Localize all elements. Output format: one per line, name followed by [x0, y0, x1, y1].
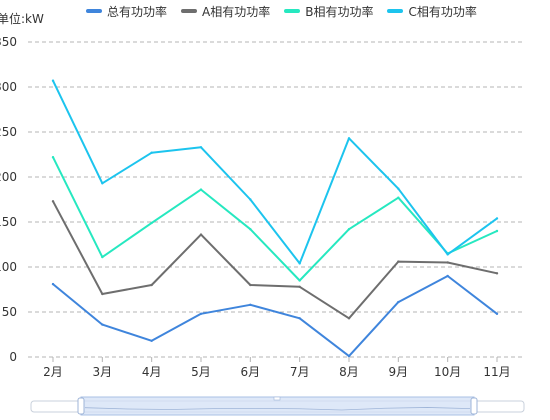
data-point: [101, 323, 104, 326]
y-axis-unit-label: 单位:kW: [0, 12, 44, 26]
data-point: [101, 182, 104, 185]
data-point: [150, 151, 153, 154]
x-tick-label: 9月: [389, 365, 409, 379]
series-line: [52, 275, 498, 358]
legend-label: 总有功功率: [107, 4, 168, 19]
x-tick-label: 6月: [241, 365, 261, 379]
chart-legend[interactable]: 总有功功率 A相有功功率 B相有功功率 C相有功功率: [86, 2, 491, 20]
legend-item[interactable]: 总有功功率: [86, 3, 167, 20]
legend-item[interactable]: B相有功功率: [284, 3, 373, 20]
data-point: [249, 228, 252, 231]
data-point: [347, 228, 351, 231]
grid: 0 50 100 150 200 250 300 350: [0, 35, 524, 364]
data-point: [347, 354, 351, 358]
y-tick-label: 150: [0, 215, 17, 229]
data-point: [249, 283, 252, 287]
y-tick-label: 0: [9, 350, 17, 364]
x-tick-label: 2月: [43, 365, 63, 379]
data-point: [150, 283, 153, 287]
legend-item[interactable]: A相有功功率: [181, 3, 270, 20]
legend-label: A相有功功率: [202, 4, 271, 19]
data-point: [150, 221, 153, 225]
legend-swatch: [284, 9, 301, 13]
data-point: [495, 272, 499, 275]
data-point: [298, 317, 301, 320]
zoom-grip[interactable]: [273, 396, 281, 401]
data-point: [101, 292, 104, 296]
data-point: [446, 274, 449, 278]
series-2: [51, 200, 499, 320]
data-point: [298, 285, 301, 288]
data-point: [199, 188, 203, 191]
x-tick-label: 5月: [191, 365, 211, 379]
legend-swatch: [86, 9, 102, 13]
data-point: [51, 156, 55, 159]
x-tick-label: 11月: [483, 365, 510, 379]
data-point: [495, 217, 499, 220]
data-point: [249, 198, 252, 201]
legend-label: B相有功功率: [305, 4, 374, 19]
x-tick-label: 8月: [339, 365, 359, 379]
data-point: [397, 260, 400, 263]
series-4: [51, 79, 499, 265]
data-point: [150, 339, 153, 342]
x-tick-label: 3月: [93, 365, 113, 379]
data-point: [397, 300, 400, 304]
data-point: [298, 279, 301, 282]
y-tick-label: 250: [0, 125, 17, 139]
data-point: [397, 196, 400, 199]
data-point: [495, 312, 499, 315]
data-point: [298, 262, 301, 265]
y-tick-label: 50: [2, 305, 17, 319]
series-line: [52, 79, 498, 265]
zoom-preview-line: [84, 407, 471, 411]
y-tick-label: 350: [0, 35, 17, 49]
x-tick-label: 10月: [434, 365, 461, 379]
series-1: [51, 274, 499, 358]
data-point: [51, 200, 55, 203]
data-point: [101, 255, 104, 259]
data-point: [446, 253, 449, 256]
x-axis: 2月 3月 4月 5月 6月 7月 8月 9月 10月 11月: [43, 357, 511, 379]
data-point: [249, 303, 252, 306]
zoom-handle-left[interactable]: [77, 397, 85, 415]
legend-label: C相有功功率: [408, 4, 477, 19]
series-line: [52, 156, 498, 282]
data-point: [199, 312, 203, 315]
y-tick-label: 100: [0, 260, 17, 274]
legend-item[interactable]: C相有功功率: [387, 3, 477, 20]
legend-swatch: [181, 9, 198, 13]
x-tick-label: 4月: [142, 365, 162, 379]
data-point: [51, 79, 55, 82]
data-point: [347, 137, 351, 140]
x-tick-label: 7月: [290, 365, 310, 379]
data-point: [397, 187, 400, 190]
data-point: [495, 229, 499, 233]
data-point: [51, 282, 55, 286]
legend-swatch: [387, 9, 404, 13]
data-point: [446, 261, 449, 264]
data-point: [199, 233, 203, 236]
y-tick-label: 300: [0, 80, 17, 94]
data-point: [199, 146, 203, 149]
zoom-handle-right[interactable]: [470, 397, 478, 415]
series-line: [52, 200, 498, 320]
data-zoom-slider[interactable]: [30, 396, 525, 416]
data-point: [347, 317, 351, 320]
y-tick-label: 200: [0, 170, 17, 184]
